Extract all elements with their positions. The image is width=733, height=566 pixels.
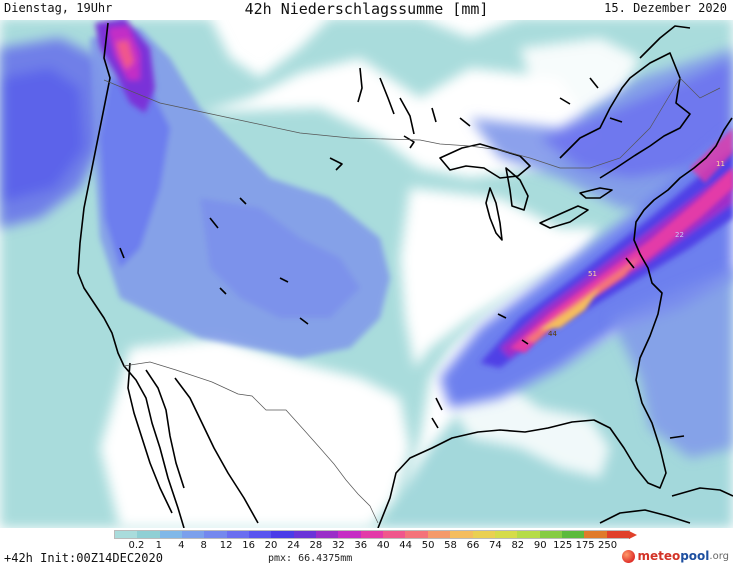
legend-label: 1 — [155, 540, 163, 551]
legend-label: 32 — [331, 540, 345, 551]
legend-swatch — [137, 531, 160, 538]
legend-label: 40 — [376, 540, 390, 551]
northeast-precip — [470, 48, 733, 218]
legend-swatch — [584, 531, 607, 538]
legend-label: 90 — [533, 540, 547, 551]
legend-label: 44 — [399, 540, 413, 551]
legend-label: 4 — [178, 540, 185, 551]
legend-swatch — [517, 531, 540, 538]
legend-swatch — [271, 531, 294, 538]
date-label: 15. Dezember 2020 — [604, 1, 727, 15]
legend-label: 20 — [264, 540, 278, 551]
legend-swatch — [405, 531, 428, 538]
legend-label: 250 — [598, 540, 618, 551]
logo-org: .org — [709, 550, 729, 562]
southeast-precip — [610, 268, 733, 458]
logo-pool: pool — [680, 549, 710, 563]
legend-swatch — [561, 531, 585, 538]
legend-swatch — [226, 531, 250, 538]
legend-swatch — [472, 531, 495, 538]
legend-swatch — [539, 531, 562, 538]
legend-swatch — [115, 531, 138, 538]
value-label: 44 — [548, 330, 557, 338]
legend-label: 36 — [354, 540, 368, 551]
legend-swatch — [182, 531, 205, 538]
pacific-precip — [0, 38, 110, 228]
west-precip — [90, 28, 390, 358]
pmx-label: pmx: 66.4375mm — [268, 553, 353, 564]
logo-meteo: meteo — [637, 549, 681, 563]
legend-label: 175 — [575, 540, 595, 551]
map-title: 42h Niederschlagssumme [mm] — [244, 0, 489, 18]
legend-swatch — [494, 531, 518, 538]
legend-swatch — [606, 531, 629, 538]
legend-swatch — [293, 531, 317, 538]
east-band-core — [510, 128, 733, 353]
legend-arrow-icon — [629, 531, 637, 539]
legend-label: 125 — [553, 540, 573, 551]
legend-label: 50 — [421, 540, 435, 551]
color-scale-bar — [114, 530, 637, 539]
legend-swatch — [249, 531, 272, 538]
legend-swatch — [159, 531, 183, 538]
legend-label: 82 — [511, 540, 525, 551]
borders — [103, 77, 721, 524]
legend-label: 66 — [466, 540, 480, 551]
valid-time-label: Dienstag, 19Uhr — [4, 1, 113, 15]
legend-swatch — [316, 531, 339, 538]
legend-label: 58 — [444, 540, 457, 551]
color-scale-labels: 0.2 1 4 8 12 16 20 24 28 32 36 40 44 50 58 66 74 82 90 125 1… — [114, 540, 634, 552]
legend-label: 0.2 — [128, 540, 145, 551]
meteopool-logo[interactable]: meteo pool .org — [622, 548, 729, 564]
legend-swatch — [204, 531, 227, 538]
coastlines — [77, 22, 733, 528]
init-time-label: +42h Init:00Z14DEC2020 — [4, 551, 163, 565]
value-labels: 11 22 51 44 — [548, 160, 725, 338]
value-label: 51 — [588, 270, 597, 278]
legend-swatch — [427, 531, 451, 538]
legend-swatch — [338, 531, 361, 538]
legend-label: 8 — [200, 540, 207, 551]
legend-swatch — [383, 531, 406, 538]
legend-swatch — [450, 531, 473, 538]
legend-label: 28 — [309, 540, 323, 551]
logo-ball-icon — [622, 549, 636, 563]
value-label: 11 — [716, 160, 725, 168]
map-header: Dienstag, 19Uhr 42h Niederschlagssumme [… — [0, 0, 733, 20]
value-label: 22 — [675, 231, 684, 239]
map-canvas: 11 22 51 44 — [0, 18, 733, 528]
legend-label: 74 — [489, 540, 502, 551]
legend-label: 12 — [219, 540, 233, 551]
legend-label: 24 — [287, 540, 300, 551]
precipitation-map: 11 22 51 44 — [0, 18, 733, 528]
legend-label: 16 — [242, 540, 255, 551]
pnw-core — [95, 18, 155, 113]
legend-swatch — [360, 531, 384, 538]
